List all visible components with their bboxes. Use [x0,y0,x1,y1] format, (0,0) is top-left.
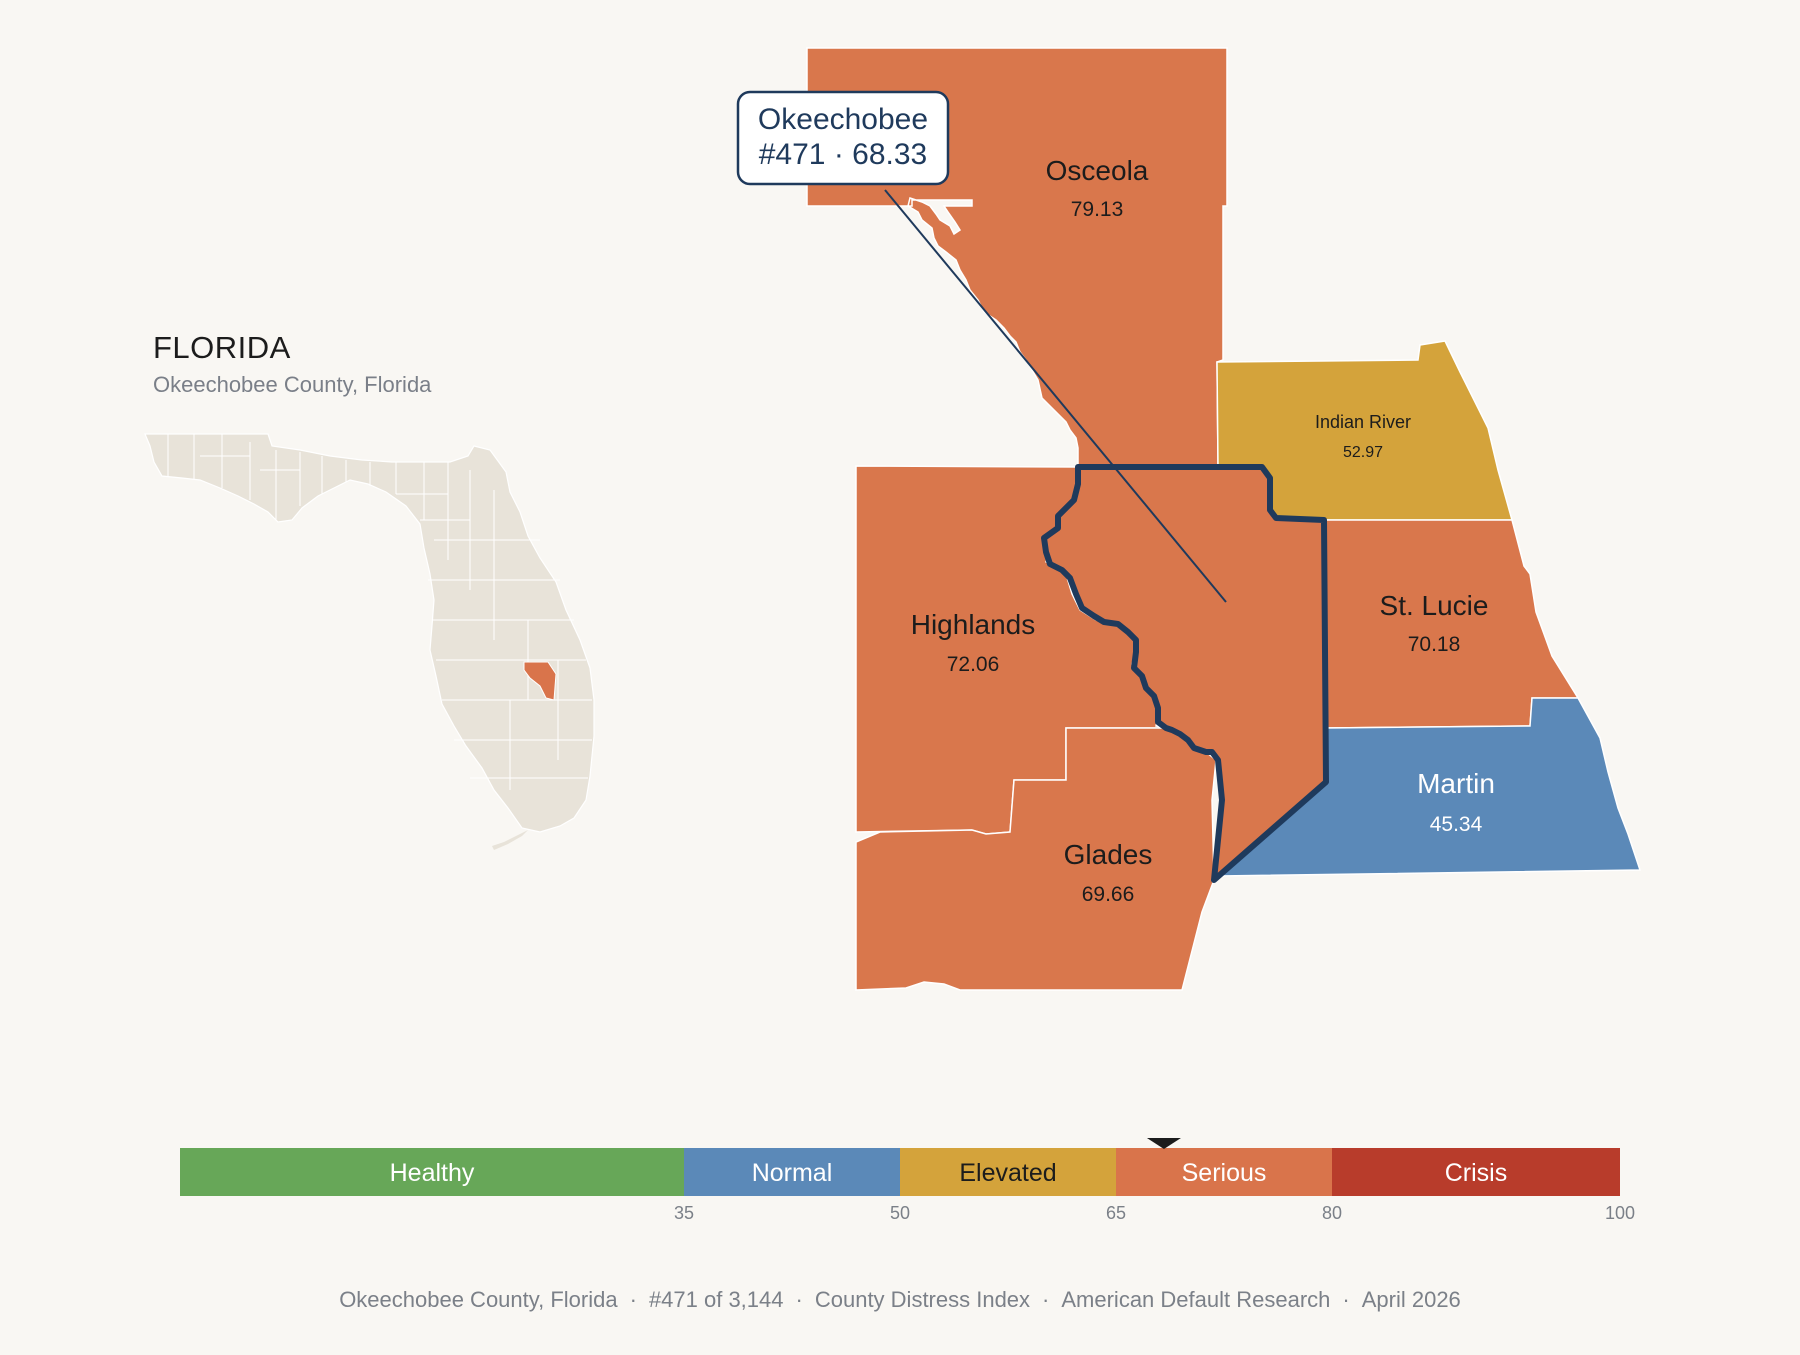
footer-rank: #471 of 3,144 [648,1287,784,1312]
footer-source: American Default Research [1061,1287,1331,1312]
county-value-highlands: 72.06 [947,653,1000,676]
footer-caption: Okeechobee County, Florida · #471 of 3,144… [0,1287,1800,1313]
legend-band-normal [684,1148,900,1196]
county-label-osceola: Osceola [1046,155,1149,186]
legend-band-healthy [180,1148,684,1196]
callout-county-name: Okeechobee [758,103,928,136]
florida-okeechobee-marker [523,661,557,701]
footer-separator: · [1342,1287,1350,1312]
county-value-indian-river: 52.97 [1343,444,1383,461]
footer-county: Okeechobee County, Florida [339,1287,618,1312]
county-labels: Osceola 79.13 Indian River 52.97 Highlan… [911,155,1495,906]
legend-band-label-serious: Serious [1182,1159,1267,1187]
legend-tick-label: 50 [890,1203,910,1223]
callout-leader-line [884,189,1227,603]
footer-separator: · [1042,1287,1050,1312]
legend-band-label-crisis: Crisis [1445,1159,1508,1187]
county-value-osceola: 79.13 [1071,198,1124,221]
footer-date: April 2026 [1361,1287,1461,1312]
footer-separator: · [629,1287,637,1312]
legend-bands: Healthy Normal Elevated Serious Crisis [180,1148,1620,1196]
inset-state-title: FLORIDA [153,330,291,365]
okeechobee-callout[interactable]: Okeechobee #471 · 68.33 [736,90,950,186]
county-value-st-lucie: 70.18 [1408,633,1461,656]
county-label-st-lucie: St. Lucie [1380,590,1489,621]
florida-keys [492,830,528,850]
county-value-martin: 45.34 [1430,813,1483,836]
county-label-glades: Glades [1064,839,1153,870]
legend-tick-label: 100 [1605,1203,1635,1223]
callout-box [736,90,950,186]
footer-index-name: County Distress Index [814,1287,1031,1312]
county-shapes [806,47,1642,991]
legend-current-value-marker [1146,1138,1181,1149]
legend-band-serious [1116,1148,1332,1196]
callout-rank-value: #471 · 68.33 [759,138,927,171]
county-value-glades: 69.66 [1082,883,1135,906]
florida-county-lines [167,434,592,790]
county-label-highlands: Highlands [911,609,1036,640]
legend-tick-label: 80 [1322,1203,1342,1223]
florida-inset-map [144,433,595,850]
footer-separator: · [795,1287,803,1312]
legend-tick-label: 35 [674,1203,694,1223]
county-label-indian-river: Indian River [1315,412,1411,432]
county-okeechobee[interactable] [1041,464,1329,883]
florida-state-shape [144,433,595,833]
legend-band-elevated [900,1148,1116,1196]
legend-tick-label: 65 [1106,1203,1126,1223]
county-label-martin: Martin [1417,768,1495,799]
legend-ticks: 35 50 65 80 100 [674,1203,1635,1223]
inset-subtitle: Okeechobee County, Florida [153,372,432,397]
legend-band-label-normal: Normal [752,1159,833,1187]
legend-band-crisis [1332,1148,1620,1196]
legend-band-label-healthy: Healthy [390,1159,475,1187]
legend-band-label-elevated: Elevated [959,1159,1056,1187]
legend-scale: Healthy Normal Elevated Serious Crisis 35 50 6… [180,1138,1635,1223]
